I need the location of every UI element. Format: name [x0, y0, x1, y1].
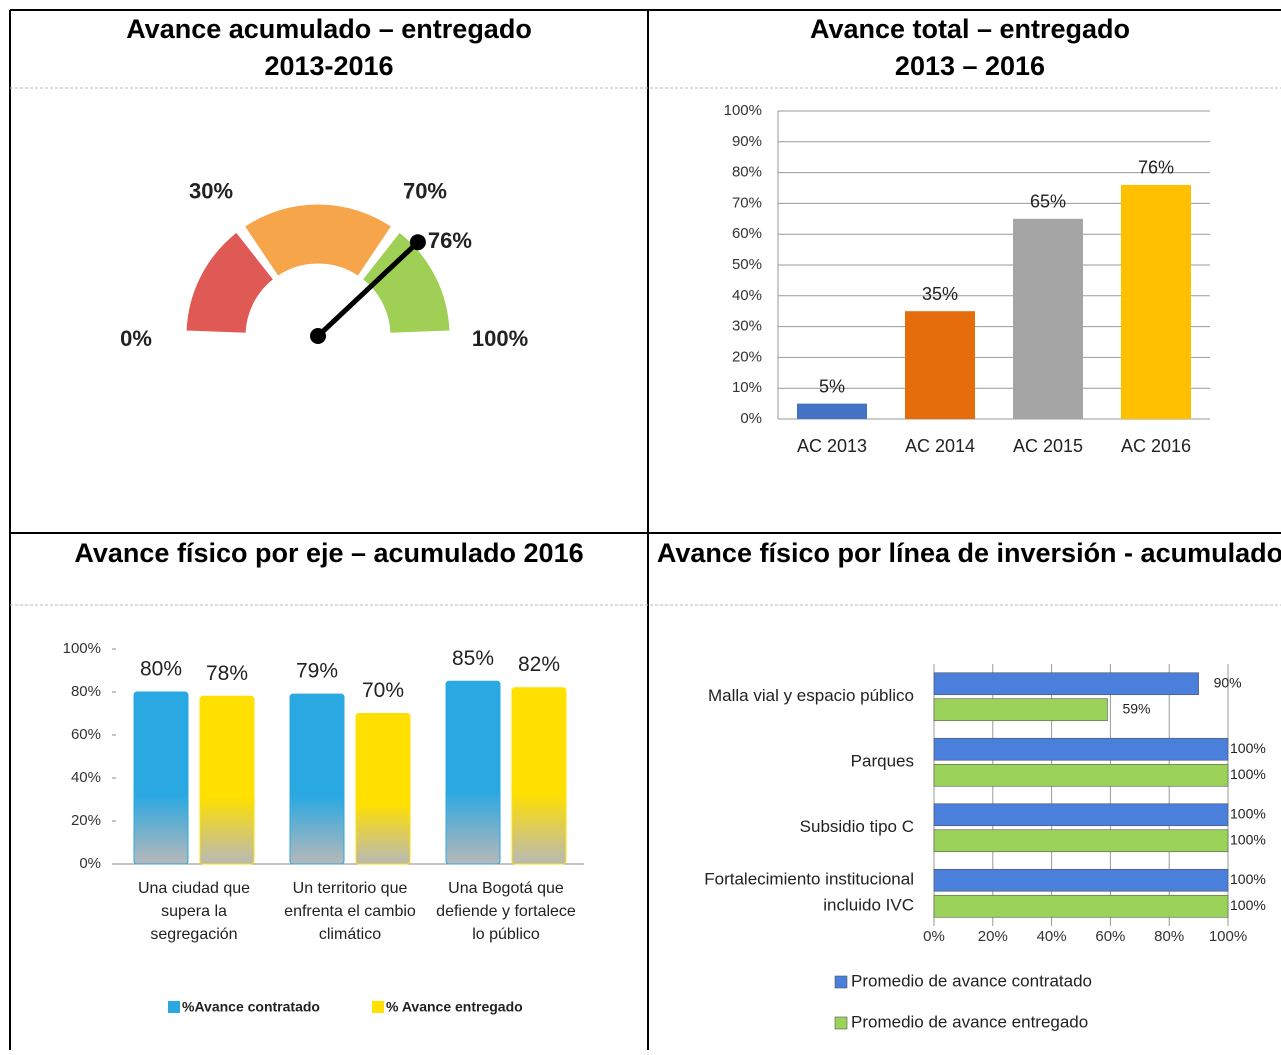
gauge-tick-label: 70%: [403, 179, 447, 204]
x-tick-label: AC 2013: [797, 436, 867, 456]
gauge-tick-label: 100%: [472, 326, 528, 351]
y-tick-label: 80%: [732, 164, 762, 181]
legend-label: Promedio de avance entregado: [851, 1012, 1088, 1031]
category-label: Una Bogotá que defiende y fortalece lo púb…: [436, 880, 576, 943]
bar: [933, 737, 1229, 761]
x-tick-label: 100%: [1209, 928, 1247, 945]
bar: [933, 803, 1229, 827]
gauge-band: [243, 203, 393, 277]
chart-title: Avance acumulado – entregado: [126, 14, 532, 44]
legend-swatch: [372, 1001, 384, 1013]
legend-label: %Avance contratado: [182, 999, 320, 1015]
category-label: Fortalecimiento institucional incluido IV…: [704, 870, 914, 915]
bar: [933, 894, 1229, 918]
legend-label: Promedio de avance contratado: [851, 971, 1092, 990]
header-dividers: [10, 87, 1281, 606]
y-tick-label: 100%: [724, 102, 762, 119]
x-tick-label: AC 2016: [1121, 436, 1191, 456]
value-label: 100%: [1230, 897, 1266, 913]
bar: [933, 829, 1229, 853]
value-label: 76%: [1138, 158, 1174, 178]
gauge-needle: [316, 240, 420, 338]
value-label: 100%: [1230, 766, 1266, 782]
value-label: 80%: [140, 658, 182, 681]
value-label: 70%: [362, 679, 404, 702]
bar: [199, 695, 255, 865]
bar: [933, 868, 1229, 892]
gauge-value-label: 76%: [428, 228, 472, 253]
value-label: 59%: [1122, 700, 1150, 716]
y-tick-label: 50%: [732, 256, 762, 273]
y-tick-label: 60%: [732, 225, 762, 242]
chart-subtitle: 2013-2016: [264, 51, 393, 81]
y-tick-label: 40%: [71, 769, 101, 786]
x-tick-label: 60%: [1095, 928, 1125, 945]
value-label: 65%: [1030, 192, 1066, 212]
y-tick-label: 90%: [732, 133, 762, 150]
bar: [933, 763, 1229, 787]
bar: [133, 691, 189, 865]
y-tick-label: 70%: [732, 194, 762, 211]
gauge-tick-label: 30%: [189, 179, 233, 204]
x-tick-label: AC 2014: [905, 436, 975, 456]
chart-title: Avance total – entregado: [810, 14, 1130, 44]
value-label: 78%: [206, 662, 248, 685]
legend-swatch: [834, 975, 848, 989]
y-tick-label: 80%: [71, 683, 101, 700]
bar: [1121, 184, 1191, 419]
value-label: 85%: [452, 647, 494, 670]
y-tick-label: 0%: [740, 410, 762, 427]
chart-title: Avance físico por eje – acumulado 2016: [74, 538, 583, 568]
bar: [289, 693, 345, 865]
value-label: 100%: [1230, 740, 1266, 756]
bar: [445, 680, 501, 865]
y-tick-label: 20%: [732, 348, 762, 365]
bar: [511, 687, 567, 865]
x-tick-label: 40%: [1037, 928, 1067, 945]
value-label: 100%: [1230, 871, 1266, 887]
panel-borders: [9, 9, 1281, 1050]
value-label: 5%: [819, 376, 845, 396]
value-label: 100%: [1230, 831, 1266, 847]
legend-swatch: [834, 1016, 848, 1030]
category-label: Una ciudad que supera la segregación: [138, 880, 250, 943]
bar: [355, 713, 411, 865]
y-tick-label: 100%: [63, 640, 101, 657]
x-tick-label: 80%: [1154, 928, 1184, 945]
bar: [933, 672, 1199, 696]
value-label: 35%: [922, 284, 958, 304]
bar: [905, 311, 975, 419]
x-tick-label: AC 2015: [1013, 436, 1083, 456]
legend-label: % Avance entregado: [386, 999, 523, 1015]
gauge-band: [185, 231, 275, 334]
gauge-tick-label: 0%: [120, 326, 152, 351]
bar: [797, 403, 867, 419]
y-tick-label: 30%: [732, 318, 762, 335]
category-label: Subsidio tipo C: [800, 817, 914, 836]
y-tick-label: 0%: [79, 855, 101, 872]
y-tick-label: 40%: [732, 287, 762, 304]
category-label: Parques: [851, 752, 914, 771]
chart-subtitle: 2013 – 2016: [895, 51, 1045, 81]
value-label: 100%: [1230, 805, 1266, 821]
y-tick-label: 10%: [732, 379, 762, 396]
y-tick-label: 60%: [71, 726, 101, 743]
bar: [933, 698, 1108, 722]
category-label: Malla vial y espacio público: [708, 686, 914, 705]
category-label: Un territorio que enfrenta el cambio climá…: [284, 880, 416, 943]
y-tick-label: 20%: [71, 812, 101, 829]
value-label: 90%: [1214, 674, 1242, 690]
x-tick-label: 20%: [978, 928, 1008, 945]
value-label: 82%: [518, 653, 560, 676]
value-label: 79%: [296, 660, 338, 683]
needle-tip: [409, 234, 426, 251]
needle-hub: [310, 328, 326, 344]
legend-swatch: [168, 1001, 180, 1013]
chart-title: Avance físico por línea de inversión - a…: [657, 538, 1281, 568]
gauge-band: [361, 231, 451, 334]
x-tick-label: 0%: [923, 928, 945, 945]
bar: [1013, 218, 1083, 419]
